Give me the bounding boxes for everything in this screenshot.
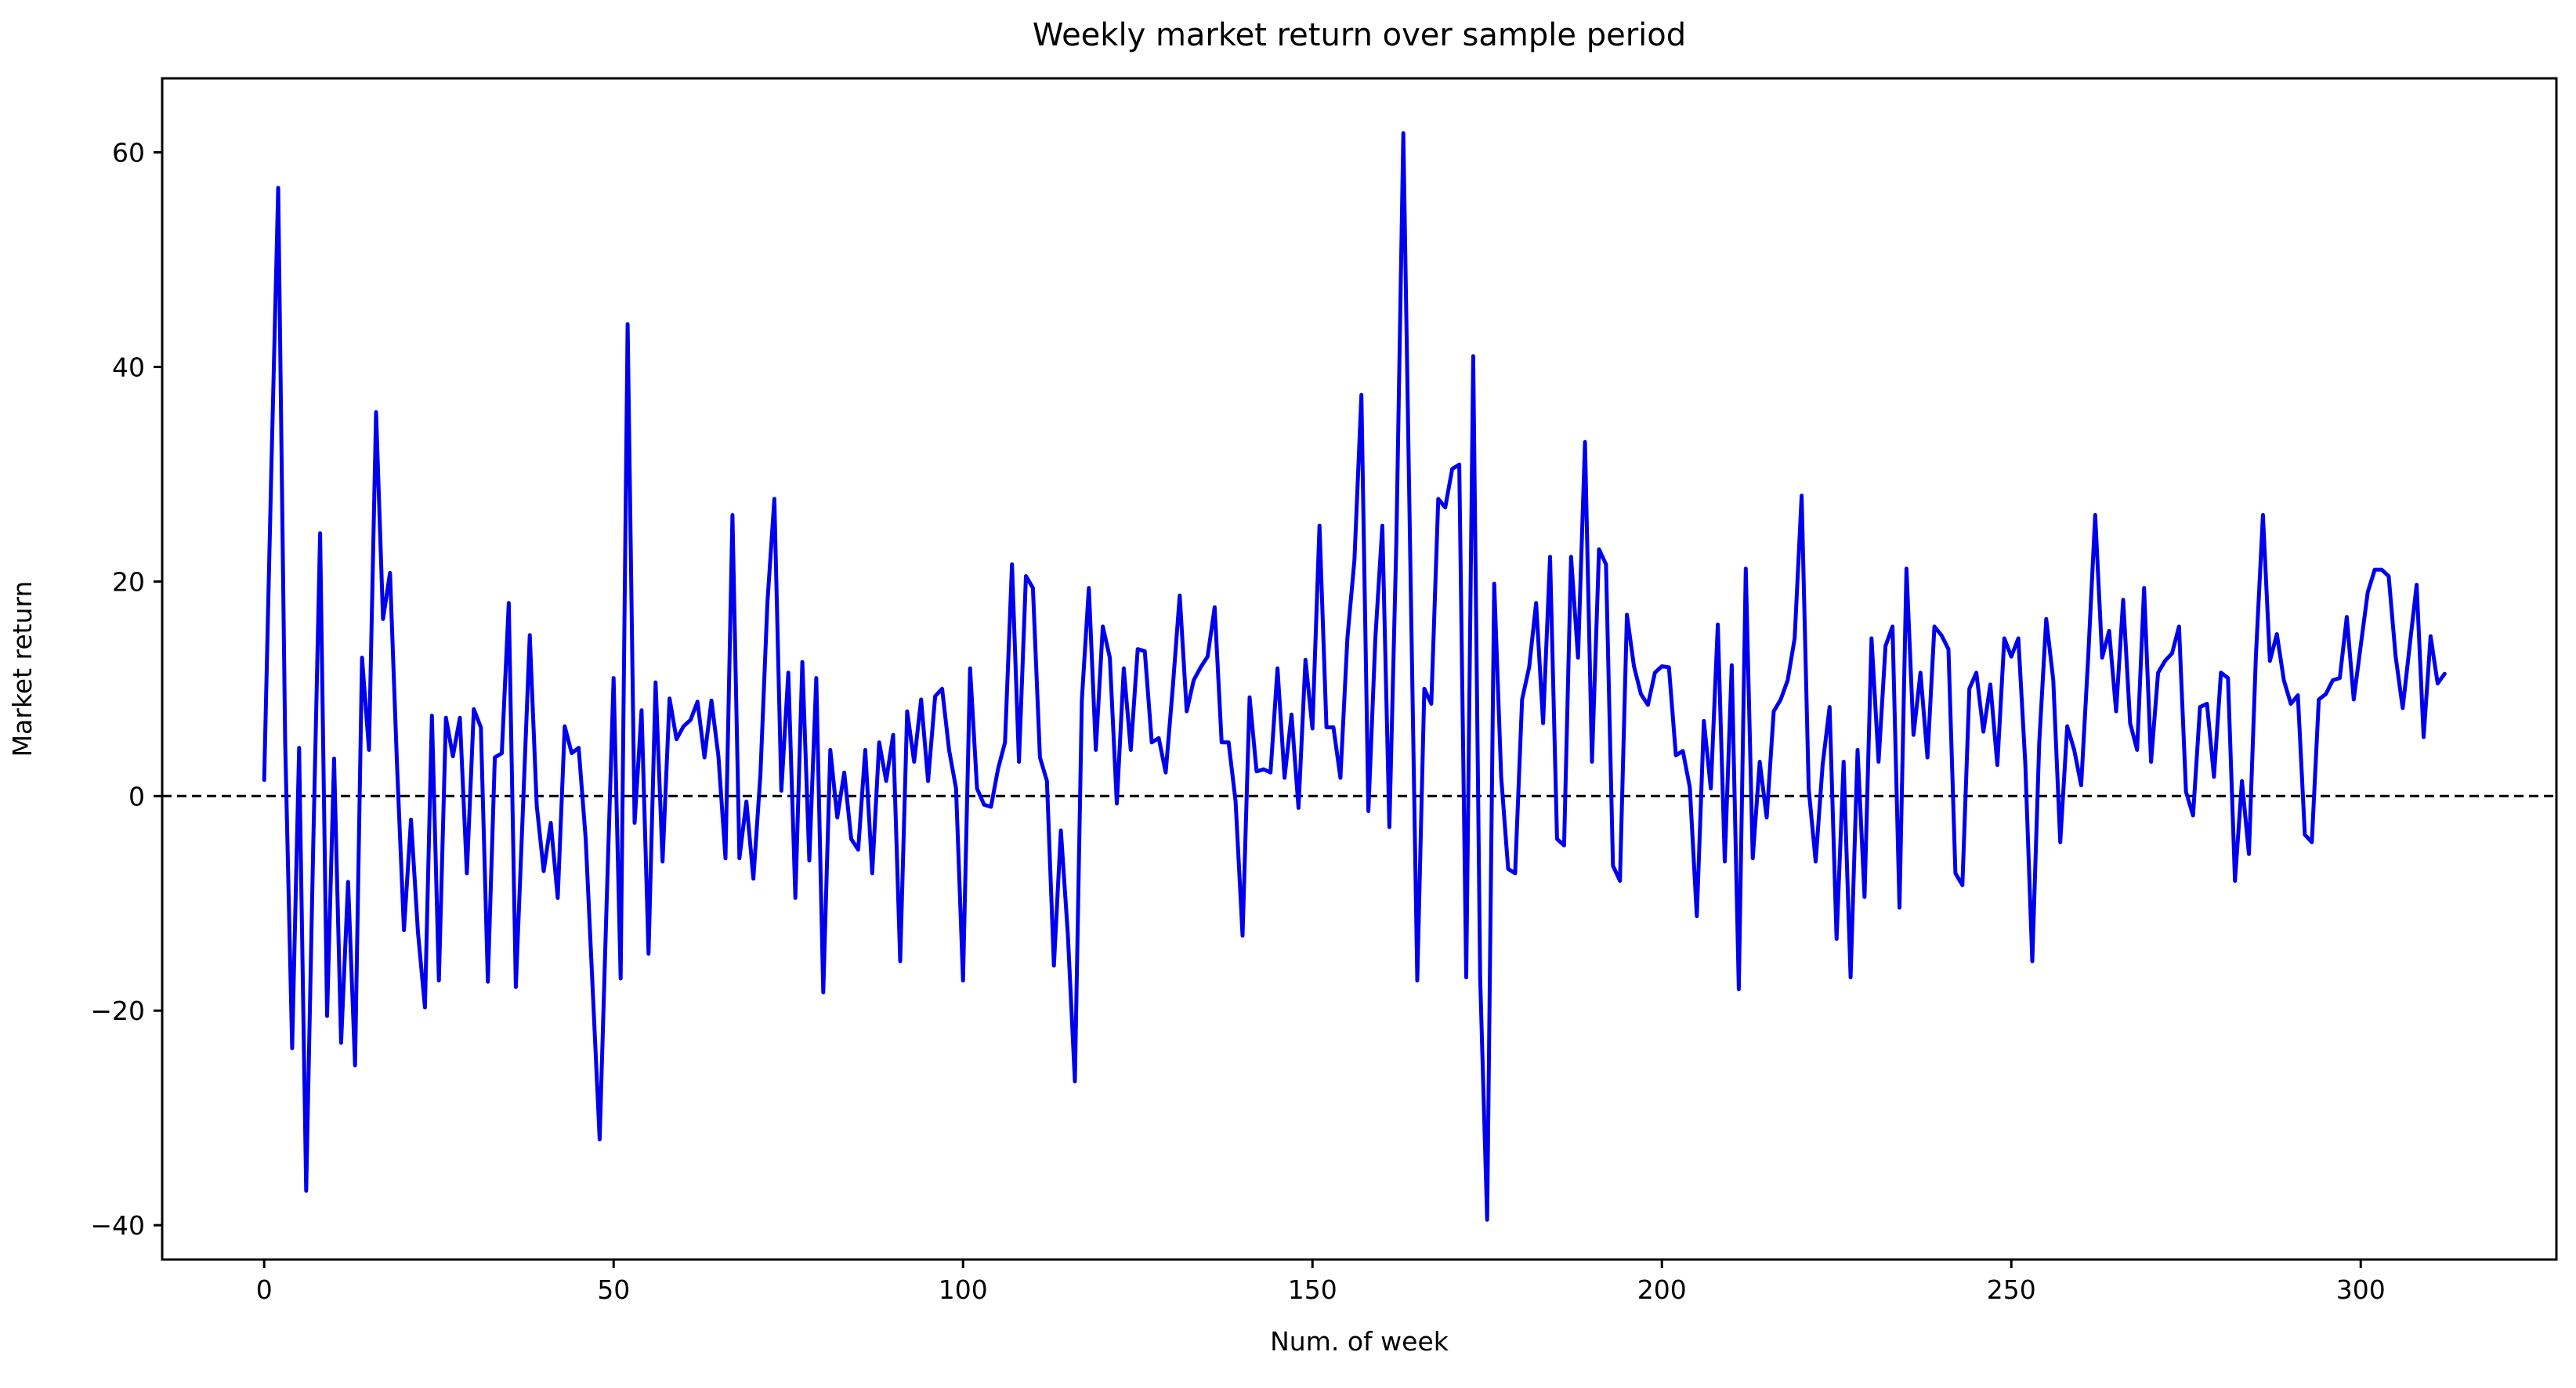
x-tick-label: 250 [1987, 1274, 2036, 1305]
market-return-line [262, 131, 2447, 1222]
x-tick-label: 100 [939, 1274, 988, 1305]
y-tick-label: 20 [112, 566, 145, 597]
y-tick-label: −20 [90, 996, 145, 1026]
x-tick-label: 50 [597, 1274, 630, 1305]
y-axis-ticks: −40 −20 0 20 40 60 [90, 138, 162, 1241]
y-tick-label: 60 [112, 138, 145, 168]
x-axis-label: Num. of week [1270, 1326, 1449, 1357]
x-axis-ticks: 0 50 100 150 200 250 300 [256, 1260, 2386, 1305]
chart-title: Weekly market return over sample period [1033, 17, 1686, 53]
y-axis-label: Market return [7, 581, 38, 757]
plot-border [161, 77, 2558, 1261]
y-tick-label: −40 [90, 1210, 145, 1241]
x-tick-label: 150 [1288, 1274, 1337, 1305]
x-tick-label: 300 [2336, 1274, 2386, 1305]
y-tick-label: 0 [128, 781, 145, 811]
x-tick-label: 200 [1637, 1274, 1687, 1305]
x-tick-label: 0 [256, 1274, 273, 1305]
y-tick-label: 40 [112, 352, 145, 382]
